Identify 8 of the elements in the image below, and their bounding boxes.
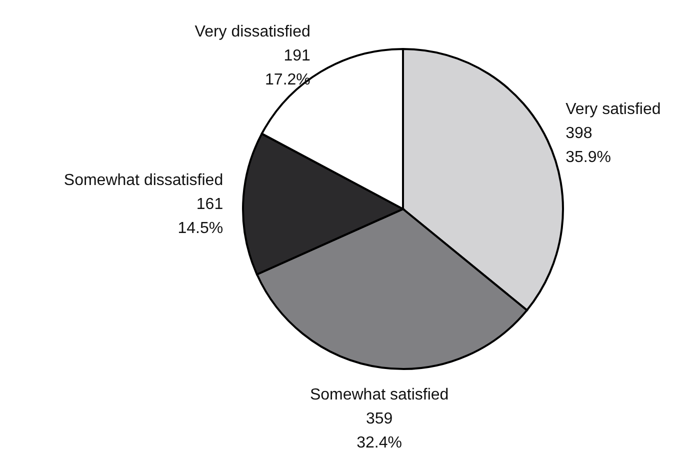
slice-label: Very dissatisfied	[194, 24, 310, 41]
data-label: 398 35.9%	[566, 124, 611, 166]
slice-label: Somewhat satisfied	[310, 386, 449, 404]
slice-label: Very satisfied	[566, 100, 661, 118]
data-label: 161 14.5%	[178, 196, 224, 237]
data-label: 191 17.2%	[265, 48, 310, 89]
data-label: 359 32.4%	[356, 410, 402, 452]
slice-label: Somewhat dissatisfied	[64, 172, 224, 189]
